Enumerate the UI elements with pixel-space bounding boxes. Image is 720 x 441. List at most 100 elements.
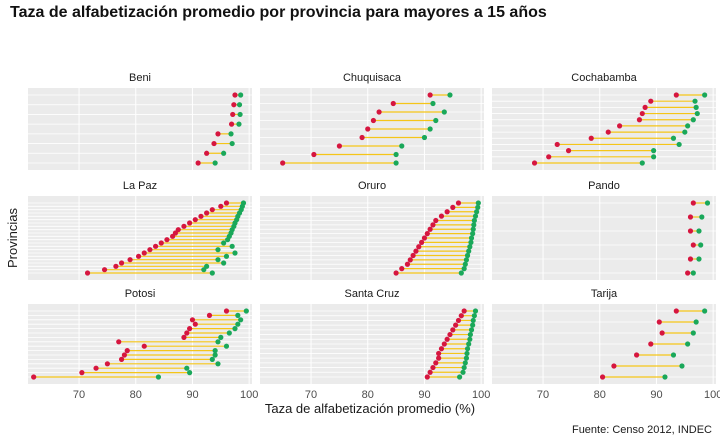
high-point (461, 266, 467, 272)
high-point (215, 339, 221, 345)
low-point (218, 203, 224, 209)
high-point (698, 242, 704, 248)
high-point (393, 151, 399, 158)
panel-background (28, 88, 252, 170)
caption: Fuente: Censo 2012, INDEC (572, 424, 712, 436)
high-point (468, 239, 474, 245)
high-point (696, 228, 702, 234)
low-point (192, 217, 198, 223)
low-point (616, 123, 623, 129)
panel-chuquisaca: Chuquisaca (260, 72, 484, 170)
low-point (453, 322, 459, 328)
low-point (433, 217, 439, 224)
panel-strip-label: Chuquisaca (343, 72, 402, 84)
high-point (466, 341, 472, 347)
low-point (639, 110, 645, 117)
low-point (444, 209, 450, 215)
low-point (336, 143, 342, 149)
low-point (311, 151, 317, 158)
low-point (648, 341, 654, 347)
high-point (690, 330, 696, 336)
high-point (457, 374, 463, 380)
panel-strip-label: Pando (588, 180, 620, 192)
low-point (531, 160, 538, 166)
high-point (471, 222, 477, 228)
low-point (430, 222, 436, 228)
x-tick-label: 70 (305, 389, 317, 401)
low-point (206, 312, 213, 318)
low-point (84, 270, 91, 276)
high-point (238, 92, 244, 98)
high-point (427, 126, 433, 132)
high-point (470, 226, 476, 232)
high-point (679, 363, 685, 369)
low-point (450, 327, 456, 333)
high-point (460, 369, 466, 375)
low-point (93, 365, 99, 371)
high-point (662, 374, 668, 380)
panel-background (492, 196, 716, 280)
panel-pando: Pando (492, 180, 716, 280)
low-point (31, 374, 37, 380)
high-point (474, 209, 480, 215)
low-point (209, 207, 215, 213)
high-point (651, 154, 657, 160)
high-point (223, 343, 230, 349)
y-axis-title: Provincias (5, 208, 20, 268)
panel-strip-label: Potosi (125, 288, 156, 300)
high-point (228, 131, 234, 137)
high-point (475, 200, 481, 206)
panel-strip-label: Oruro (358, 180, 386, 192)
low-point (189, 317, 196, 323)
high-point (463, 257, 470, 263)
low-point (458, 313, 464, 319)
high-point (399, 143, 405, 149)
low-point (198, 213, 204, 219)
high-point (676, 141, 682, 148)
high-point (433, 117, 439, 124)
low-point (223, 200, 230, 206)
panel-background (28, 304, 252, 384)
high-point (421, 134, 428, 141)
low-point (687, 228, 694, 234)
low-point (390, 100, 396, 107)
low-point (79, 370, 85, 376)
high-point (692, 98, 698, 104)
high-point (471, 313, 477, 319)
panel-la-paz: La Paz (28, 180, 252, 280)
low-point (399, 266, 405, 272)
low-point (181, 223, 187, 229)
low-point (419, 239, 425, 245)
high-point (470, 231, 476, 237)
low-point (421, 235, 428, 241)
high-point (212, 352, 218, 358)
panel-strip-label: Beni (129, 72, 151, 84)
low-point (427, 92, 433, 98)
low-point (455, 200, 462, 206)
low-point (230, 111, 236, 118)
high-point (430, 100, 436, 107)
low-point (158, 240, 164, 246)
high-point (447, 92, 453, 98)
high-point (670, 135, 677, 141)
x-tick-label: 100 (472, 389, 490, 401)
high-point (467, 336, 473, 342)
low-point (393, 270, 399, 276)
low-point (546, 154, 552, 160)
x-tick-label: 80 (362, 389, 374, 401)
low-point (215, 131, 221, 137)
high-point (212, 348, 218, 354)
high-point (215, 257, 221, 263)
high-point (468, 327, 475, 333)
high-point (462, 261, 468, 267)
low-point (404, 261, 411, 267)
high-point (187, 370, 193, 376)
low-point (204, 210, 210, 216)
high-point (468, 235, 475, 241)
high-point (235, 321, 241, 327)
high-point (215, 361, 221, 367)
low-point (659, 330, 665, 336)
low-point (413, 248, 419, 254)
low-point (690, 200, 696, 206)
panel-background (492, 88, 716, 170)
